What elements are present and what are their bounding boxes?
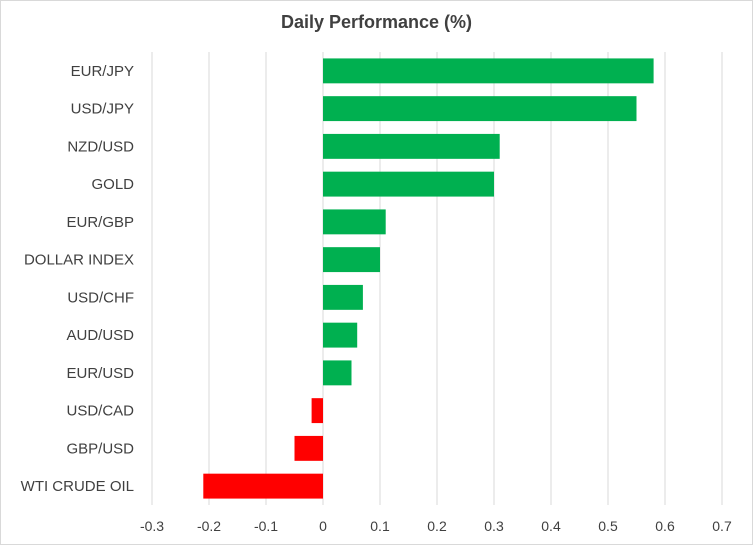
category-label: AUD/USD <box>66 327 134 344</box>
x-tick-label: 0.6 <box>655 518 675 534</box>
bar <box>203 473 323 499</box>
x-tick-label: 0 <box>319 518 327 534</box>
bar <box>311 398 323 424</box>
bar <box>323 247 380 273</box>
bar <box>323 360 352 386</box>
bar <box>323 133 500 159</box>
bar <box>323 96 637 122</box>
category-label: EUR/GBP <box>66 214 134 231</box>
category-label: USD/CAD <box>66 403 134 420</box>
category-label: DOLLAR INDEX <box>24 252 134 269</box>
x-tick-label: 0.2 <box>427 518 447 534</box>
chart-title: Daily Performance (%) <box>280 12 473 32</box>
x-tick-label: 0.1 <box>370 518 390 534</box>
category-label: NZD/USD <box>67 138 134 155</box>
category-label: EUR/USD <box>66 365 134 382</box>
bar <box>323 171 494 197</box>
bar <box>294 435 323 461</box>
x-tick-label: 0.4 <box>541 518 561 534</box>
bar <box>323 209 386 235</box>
x-tick-label: -0.3 <box>140 518 164 534</box>
category-label: EUR/JPY <box>71 63 134 80</box>
category-label: GOLD <box>91 176 134 193</box>
x-tick-label: 0.5 <box>598 518 618 534</box>
category-label: GBP/USD <box>66 440 134 457</box>
x-tick-label: 0.3 <box>484 518 504 534</box>
gridlines <box>151 52 723 505</box>
x-tick-labels: -0.3 -0.2 -0.1 0 0.1 0.2 0.3 0.4 0.5 0.6 0.7 <box>140 518 732 534</box>
category-labels: EUR/JPY USD/JPY NZD/USD GOLD EUR/GBP DOLLAR I… <box>21 63 135 495</box>
bar <box>323 284 363 310</box>
category-label: WTI CRUDE OIL <box>21 478 134 495</box>
x-tick-label: 0.7 <box>712 518 732 534</box>
category-label: USD/CHF <box>67 289 134 306</box>
x-tick-label: -0.2 <box>197 518 221 534</box>
x-tick-label: -0.1 <box>254 518 278 534</box>
bars <box>203 58 654 499</box>
category-label: USD/JPY <box>71 101 134 118</box>
bar <box>323 58 654 84</box>
bar <box>323 322 358 348</box>
